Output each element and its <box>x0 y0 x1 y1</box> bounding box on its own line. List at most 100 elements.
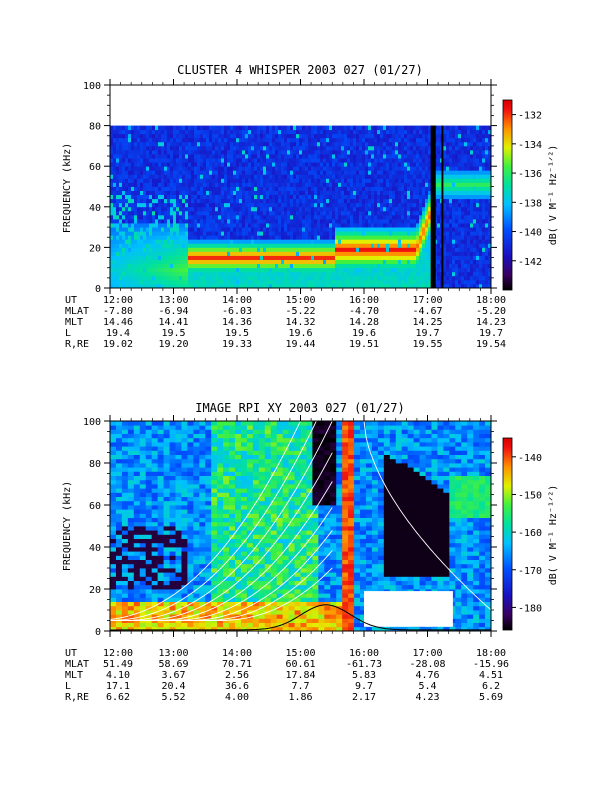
spectrogram-cell <box>380 255 384 260</box>
spectrogram-cell <box>290 239 294 244</box>
spectrogram-cell <box>281 235 285 240</box>
spectrogram-cell <box>332 210 336 216</box>
spectrogram-cell <box>308 210 312 216</box>
spectrogram-cell <box>167 267 171 273</box>
spectrogram-cell <box>410 125 414 131</box>
spectrogram-cell <box>464 178 468 183</box>
spectrogram-cell <box>191 202 195 208</box>
spectrogram-cell <box>140 198 144 204</box>
spectrogram-cell <box>389 279 393 285</box>
spectrogram-cell <box>302 129 306 135</box>
spectrogram-cell <box>185 206 189 212</box>
spectrogram-cell <box>308 186 312 191</box>
spectrogram-cell <box>260 194 264 200</box>
spectrogram-cell <box>263 206 267 212</box>
spectrogram-cell <box>389 154 393 159</box>
spectrogram-cell <box>254 275 258 281</box>
spectrogram-cell <box>335 275 339 281</box>
spectrogram-cell <box>221 198 225 204</box>
spectrogram-cell <box>476 154 480 159</box>
spectrogram-cell <box>158 133 162 139</box>
spectrogram-cell <box>374 158 378 163</box>
spectrogram-cell <box>350 166 354 171</box>
spectrogram-cell <box>386 247 390 252</box>
spectrogram-cell <box>146 186 150 191</box>
spectrogram-cell <box>326 174 330 179</box>
spectrogram-cell <box>341 194 345 200</box>
spectrogram-cell <box>350 283 354 288</box>
spectrogram-cell <box>146 259 150 265</box>
spectrogram-cell <box>230 149 234 155</box>
spectrogram-cell <box>131 178 135 183</box>
spectrogram-cell <box>314 210 318 216</box>
spectrogram-cell <box>215 271 219 277</box>
spectrogram-cell <box>125 166 129 171</box>
spectrogram-cell <box>131 174 135 179</box>
spectrogram-cell <box>173 170 177 175</box>
spectrogram-cell <box>476 149 480 155</box>
spectrogram-cell <box>233 267 237 273</box>
spectrogram-cell <box>344 154 348 159</box>
spectrogram-cell <box>245 259 249 265</box>
spectrogram-cell <box>167 133 171 139</box>
spectrogram-cell <box>476 259 480 265</box>
spectrogram-cell <box>416 255 420 260</box>
spectrogram-cell <box>134 125 138 131</box>
spectrogram-cell <box>221 239 225 244</box>
spectrogram-cell <box>359 137 363 143</box>
spectrogram-cell <box>308 170 312 175</box>
spectrogram-cell <box>404 227 408 232</box>
spectrogram-cell <box>401 251 405 256</box>
spectrogram-cell <box>455 182 459 187</box>
spectrogram-cell <box>449 235 453 240</box>
spectrogram-cell <box>245 235 249 240</box>
spectrogram-cell <box>236 259 240 265</box>
spectrogram-cell <box>224 125 228 131</box>
spectrogram-cell <box>254 186 258 191</box>
spectrogram-cell <box>146 182 150 187</box>
spectrogram-cell <box>380 239 384 244</box>
spectrogram-cell <box>260 133 264 139</box>
spectrogram-cell <box>452 202 456 208</box>
spectrogram-cell <box>269 194 273 200</box>
spectrogram-cell <box>116 129 120 135</box>
spectrogram-cell <box>473 275 477 281</box>
spectrogram-cell <box>413 141 417 147</box>
spectrogram-cell <box>395 218 399 224</box>
spectrogram-cell <box>278 243 282 248</box>
spectrogram-cell <box>266 170 270 175</box>
spectrogram-cell <box>473 283 477 288</box>
spectrogram-cell <box>482 271 486 277</box>
spectrogram-cell <box>407 174 411 179</box>
spectrogram-cell <box>314 239 318 244</box>
spectrogram-cell <box>230 271 234 277</box>
spectrogram-cell <box>122 283 126 288</box>
spectrogram-cell <box>200 275 204 281</box>
spectrogram-cell <box>350 158 354 163</box>
spectrogram-cell <box>113 158 117 163</box>
spectrogram-cell <box>281 218 285 224</box>
spectrogram-cell <box>119 145 123 151</box>
spectrogram-cell <box>143 125 147 131</box>
spectrogram-cell <box>149 174 153 179</box>
spectrogram-cell <box>413 239 417 244</box>
spectrogram-cell <box>251 235 255 240</box>
spectrogram-cell <box>392 145 396 151</box>
spectrogram-cell <box>314 194 318 200</box>
spectrogram-cell <box>200 125 204 131</box>
spectrogram-cell <box>341 133 345 139</box>
spectrogram-cell <box>206 158 210 163</box>
spectrogram-cell <box>341 137 345 143</box>
spectrogram-cell <box>428 202 432 208</box>
spectrogram-cell <box>236 267 240 273</box>
spectrogram-cell <box>437 162 441 167</box>
spectrogram-cell <box>119 267 123 273</box>
spectrogram-cell <box>137 210 141 216</box>
spectrogram-cell <box>146 243 150 248</box>
spectrogram-cell <box>314 190 318 196</box>
spectrogram-cell <box>368 259 372 265</box>
spectrogram-cell <box>326 166 330 171</box>
spectrogram-cell <box>314 206 318 212</box>
spectrogram-cell <box>173 182 177 187</box>
spectrogram-cell <box>263 149 267 155</box>
